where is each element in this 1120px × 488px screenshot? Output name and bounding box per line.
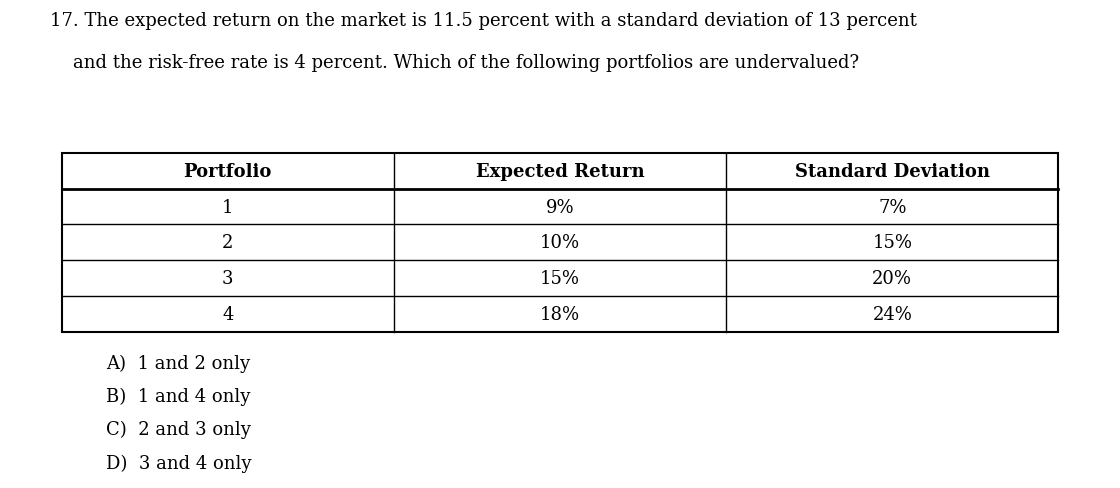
Text: 3: 3 [222, 269, 233, 287]
Text: 24%: 24% [872, 305, 912, 323]
Text: and the risk-free rate is 4 percent. Which of the following portfolios are under: and the risk-free rate is 4 percent. Whi… [50, 54, 859, 72]
Text: 20%: 20% [872, 269, 913, 287]
Bar [62, 154, 1058, 332]
Text: 9%: 9% [545, 198, 575, 216]
Text: Portfolio: Portfolio [184, 163, 272, 181]
Text: 2: 2 [222, 234, 233, 252]
Text: Standard Deviation: Standard Deviation [795, 163, 990, 181]
Text: 18%: 18% [540, 305, 580, 323]
Text: Expected Return: Expected Return [476, 163, 644, 181]
Text: 4: 4 [222, 305, 233, 323]
Text: 10%: 10% [540, 234, 580, 252]
Text: D)  3 and 4 only: D) 3 and 4 only [106, 453, 252, 471]
Text: A)  1 and 2 only: A) 1 and 2 only [106, 354, 251, 372]
Text: C)  2 and 3 only: C) 2 and 3 only [106, 420, 251, 438]
Text: 15%: 15% [872, 234, 913, 252]
Text: 17. The expected return on the market is 11.5 percent with a standard deviation : 17. The expected return on the market is… [50, 12, 917, 30]
Text: 7%: 7% [878, 198, 906, 216]
Text: 1: 1 [222, 198, 233, 216]
Text: B)  1 and 4 only: B) 1 and 4 only [106, 387, 251, 405]
Text: 15%: 15% [540, 269, 580, 287]
